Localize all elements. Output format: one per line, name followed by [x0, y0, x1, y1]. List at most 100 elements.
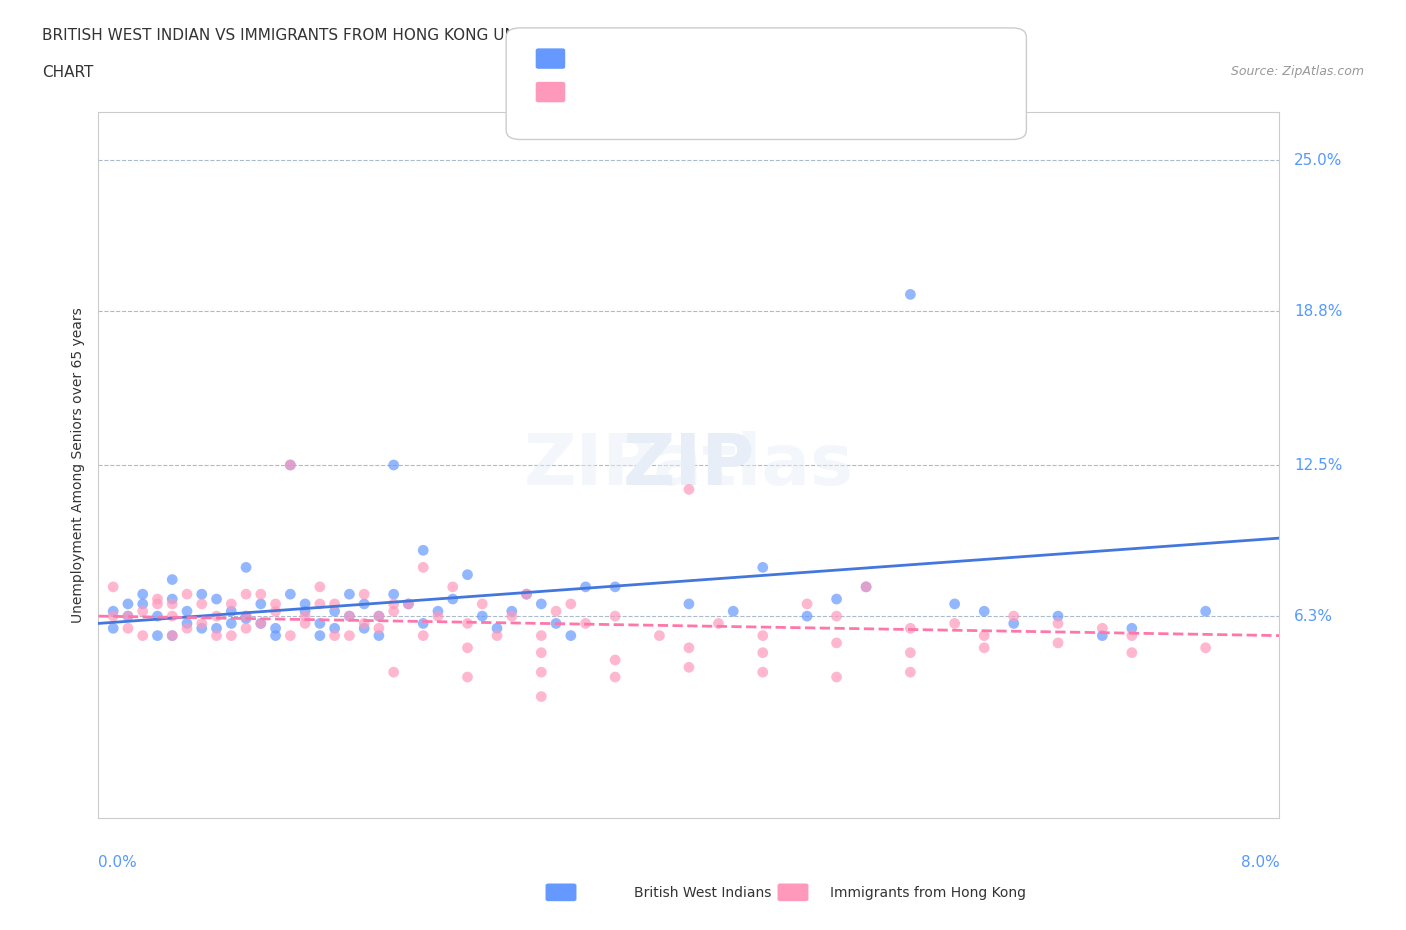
Point: [825, 608, 848, 623]
Point: [501, 608, 523, 623]
Point: [294, 596, 316, 611]
Point: [337, 587, 360, 602]
Point: [205, 608, 228, 623]
Point: [973, 628, 995, 643]
Point: [117, 596, 139, 611]
Point: [471, 608, 494, 623]
Point: [1002, 616, 1025, 631]
Point: [412, 560, 434, 575]
Point: [191, 616, 214, 631]
Point: [103, 604, 124, 618]
Point: [146, 628, 169, 643]
Point: [751, 628, 773, 643]
Point: [162, 628, 183, 643]
Point: [103, 579, 124, 594]
Point: [337, 608, 360, 623]
Text: BRITISH WEST INDIAN VS IMMIGRANTS FROM HONG KONG UNEMPLOYMENT AMONG SENIORS OVER: BRITISH WEST INDIAN VS IMMIGRANTS FROM H…: [42, 28, 995, 43]
Point: [219, 628, 242, 643]
Text: ZIP: ZIP: [623, 431, 755, 499]
Point: [337, 628, 360, 643]
Point: [441, 591, 464, 606]
Point: [132, 628, 155, 643]
Point: [796, 596, 818, 611]
Point: [162, 591, 183, 606]
Point: [308, 579, 332, 594]
Text: 12.5%: 12.5%: [1294, 458, 1343, 472]
Point: [235, 608, 257, 623]
Point: [544, 604, 567, 618]
Point: [544, 616, 567, 631]
Point: [294, 608, 316, 623]
Point: [456, 567, 478, 582]
Point: [855, 579, 877, 594]
Point: [605, 579, 627, 594]
Point: [117, 608, 139, 623]
Point: [796, 608, 818, 623]
Point: [1194, 641, 1216, 656]
Point: [103, 621, 124, 636]
Point: [898, 287, 921, 302]
Point: [678, 596, 700, 611]
Point: [530, 645, 553, 660]
Point: [412, 616, 434, 631]
Point: [456, 641, 478, 656]
Point: [146, 596, 169, 611]
Point: [396, 596, 419, 611]
Point: [191, 621, 214, 636]
Point: [1194, 604, 1216, 618]
Point: [471, 596, 494, 611]
Point: [382, 596, 405, 611]
Text: 6.3%: 6.3%: [1294, 608, 1333, 624]
Point: [515, 587, 537, 602]
Point: [235, 560, 257, 575]
Point: [278, 458, 301, 472]
Point: [250, 587, 273, 602]
Text: Immigrants from Hong Kong: Immigrants from Hong Kong: [830, 885, 1026, 900]
Point: [162, 596, 183, 611]
Text: 18.8%: 18.8%: [1294, 304, 1343, 319]
Point: [605, 608, 627, 623]
Point: [176, 616, 198, 631]
Point: [367, 608, 389, 623]
Point: [751, 665, 773, 680]
Point: [294, 616, 316, 631]
Point: [191, 587, 214, 602]
Point: [235, 621, 257, 636]
Point: [707, 616, 730, 631]
Point: [530, 628, 553, 643]
Point: [278, 458, 301, 472]
Point: [382, 587, 405, 602]
Point: [1046, 616, 1069, 631]
Point: [337, 608, 360, 623]
Point: [367, 621, 389, 636]
Point: [1121, 645, 1143, 660]
Point: [426, 608, 449, 623]
Point: [323, 596, 346, 611]
Point: [250, 616, 273, 631]
Point: [176, 587, 198, 602]
Point: [132, 587, 155, 602]
Text: ZIPatlas: ZIPatlas: [524, 431, 853, 499]
Point: [278, 587, 301, 602]
Point: [530, 689, 553, 704]
Point: [855, 579, 877, 594]
Point: [264, 596, 287, 611]
Text: R = -0.059   N = 91: R = -0.059 N = 91: [548, 86, 692, 100]
Text: 8.0%: 8.0%: [1240, 855, 1279, 870]
Point: [898, 621, 921, 636]
Point: [1046, 635, 1069, 650]
Point: [353, 596, 375, 611]
Point: [264, 621, 287, 636]
Point: [353, 616, 375, 631]
Point: [678, 641, 700, 656]
Y-axis label: Unemployment Among Seniors over 65 years: Unemployment Among Seniors over 65 years: [70, 307, 84, 623]
Point: [515, 587, 537, 602]
Point: [353, 621, 375, 636]
Point: [219, 604, 242, 618]
Point: [308, 628, 332, 643]
Point: [205, 628, 228, 643]
Point: [117, 608, 139, 623]
Point: [382, 604, 405, 618]
Point: [250, 596, 273, 611]
Text: 0.0%: 0.0%: [98, 855, 138, 870]
